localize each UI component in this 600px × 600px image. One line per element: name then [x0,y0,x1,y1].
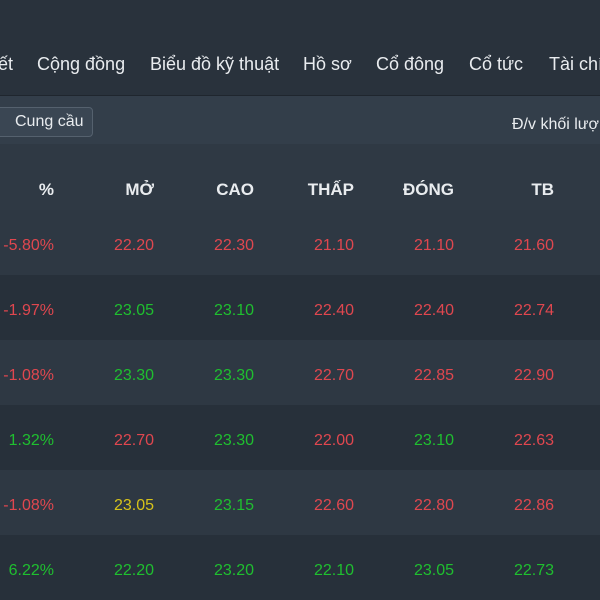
cell-open: 22.20 [113,562,154,579]
cell-close: 22.80 [413,497,454,514]
nav-item-technical-chart[interactable]: Biểu đồ kỹ thuật [150,54,280,74]
cell-percent: 1.32% [8,432,54,449]
cell-high: 23.30 [213,367,254,384]
supply-demand-button[interactable]: Cung cầu [0,107,93,137]
cell-low: 22.00 [313,432,354,449]
cell-close: 23.10 [413,432,454,449]
cell-average: 22.90 [513,367,554,384]
cell-high: 22.30 [213,237,254,254]
cell-average: 22.63 [513,432,554,449]
cell-percent: -1.08% [3,367,54,384]
cell-percent: -1.08% [3,497,54,514]
table-row[interactable]: -1.08% 23.30 23.30 22.70 22.85 22.90 [0,340,600,405]
cell-close: 21.10 [413,237,454,254]
header-percent[interactable]: % [38,180,54,199]
cell-percent: -1.97% [3,302,54,319]
table-row[interactable]: -5.80% 22.20 22.30 21.10 21.10 21.60 [0,210,600,275]
cell-low: 21.10 [313,237,354,254]
cell-percent: 6.22% [8,562,54,579]
nav-item-profile[interactable]: Hồ sơ [303,54,352,74]
cell-open: 23.30 [113,367,154,384]
cell-open: 23.05 [113,497,154,514]
cell-low: 22.40 [313,302,354,319]
cell-low: 22.70 [313,367,354,384]
header-average[interactable]: TB [531,180,554,199]
top-navigation: ết Cộng đồng Biểu đồ kỹ thuật Hồ sơ Cổ đ… [0,0,600,96]
table-header: % MỞ CAO THẤP ĐÓNG TB [0,144,600,210]
cell-high: 23.15 [213,497,254,514]
table-row[interactable]: 1.32% 22.70 23.30 22.00 23.10 22.63 [0,405,600,470]
header-close[interactable]: ĐÓNG [403,180,454,199]
nav-item-finance[interactable]: Tài chí [549,54,600,74]
cell-low: 22.10 [313,562,354,579]
header-high[interactable]: CAO [216,180,254,199]
nav-item-dividends[interactable]: Cổ tức [469,54,524,74]
cell-close: 22.40 [413,302,454,319]
cell-average: 22.74 [513,302,554,319]
nav-item-community[interactable]: Cộng đồng [37,54,126,74]
cell-low: 22.60 [313,497,354,514]
cell-average: 21.60 [513,237,554,254]
nav-item-analysis[interactable]: ết [0,54,14,74]
header-open[interactable]: MỞ [125,180,154,199]
toolbar: Cung cầu [0,96,600,144]
cell-high: 23.30 [213,432,254,449]
cell-open: 22.20 [113,237,154,254]
table-row[interactable]: 6.22% 22.20 23.20 22.10 23.05 22.73 [0,535,600,600]
cell-open: 23.05 [113,302,154,319]
cell-high: 23.20 [213,562,254,579]
table-row[interactable]: -1.97% 23.05 23.10 22.40 22.40 22.74 [0,275,600,340]
cell-percent: -5.80% [3,237,54,254]
cell-average: 22.73 [513,562,554,579]
cell-close: 23.05 [413,562,454,579]
unit-note: Đ/v khối lượ [512,116,599,133]
header-low[interactable]: THẤP [307,180,354,199]
cell-open: 22.70 [113,432,154,449]
nav-item-shareholders[interactable]: Cổ đông [376,54,445,74]
cell-average: 22.86 [513,497,554,514]
table-row[interactable]: -1.08% 23.05 23.15 22.60 22.80 22.86 [0,470,600,535]
cell-high: 23.10 [213,302,254,319]
cell-close: 22.85 [413,367,454,384]
